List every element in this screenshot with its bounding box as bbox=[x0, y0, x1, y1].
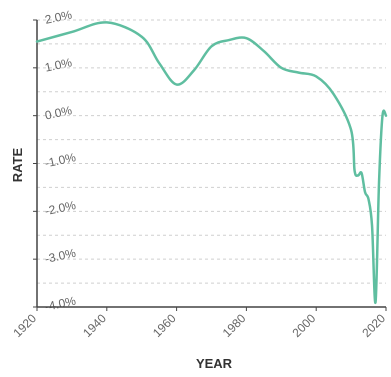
x-tick-label: 2020 bbox=[359, 311, 388, 340]
y-tick-label: -1.0% bbox=[44, 150, 78, 170]
y-tick-label: 0.0% bbox=[44, 103, 74, 122]
x-tick-label: 1940 bbox=[80, 311, 109, 340]
series-group bbox=[35, 21, 388, 304]
y-tick-label: -2.0% bbox=[44, 198, 78, 218]
y-tick-label: -3.0% bbox=[44, 246, 78, 266]
x-tick-label: 1920 bbox=[10, 311, 39, 340]
x-axis-ticks: 1920 1940 1960 1980 2000 2020 bbox=[10, 307, 388, 340]
x-tick-label: 1960 bbox=[150, 311, 179, 340]
y-tick-label: 1.0% bbox=[44, 55, 74, 74]
y-axis-title: RATE bbox=[10, 147, 25, 182]
x-tick-label: 2000 bbox=[290, 311, 319, 340]
x-tick-label: 1980 bbox=[220, 311, 249, 340]
y-tick-label: -4.0% bbox=[44, 294, 78, 314]
grid-lines bbox=[37, 19, 386, 308]
y-axis-ticks: 2.0% 1.0% 0.0% -1.0% -2.0% -3.0% -4.0% bbox=[33, 7, 78, 314]
series-line bbox=[35, 21, 388, 304]
x-axis-title: YEAR bbox=[196, 356, 233, 371]
y-tick-label: 2.0% bbox=[44, 7, 74, 26]
